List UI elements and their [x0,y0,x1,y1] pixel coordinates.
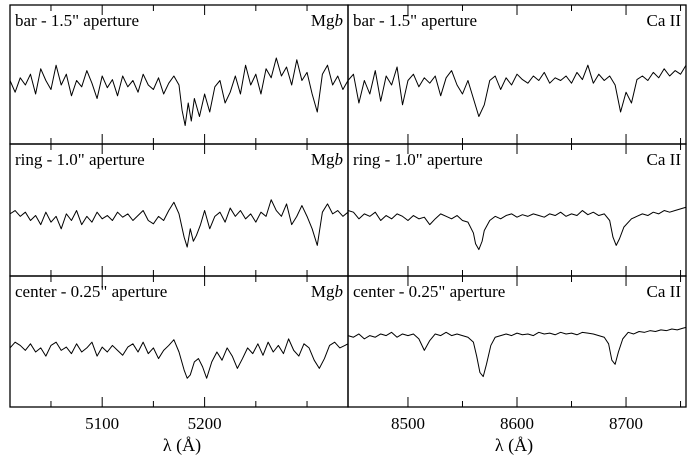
right-x-tick-label-0: 8500 [391,414,425,433]
feature-suffix: b [335,282,344,301]
feature-label-bar-ca2: Ca II [647,11,682,30]
feature-label-ring-ca2: Ca II [647,150,682,169]
spectrum-line-center-mgb [9,338,349,379]
panel-label-bar-ca2: bar - 1.5" aperture [353,11,477,30]
x-axis-group: 5100 5200 8500 8600 8700 λ (Å) λ (Å) [85,414,643,455]
spectrum-line-ring-mgb [9,199,349,248]
feature-suffix: b [335,11,344,30]
spectrum-line-ring-ca2 [347,206,687,251]
feature-label-center-mgb: Mgb [311,282,343,301]
left-x-tick-label-1: 5200 [188,414,222,433]
right-x-axis-label: λ (Å) [495,435,533,455]
feature-label-bar-mgb: Mgb [311,11,343,30]
panel-label-center-mgb: center - 0.25" aperture [15,282,167,301]
panel-label-center-ca2: center - 0.25" aperture [353,282,505,301]
panel-label-ring-ca2: ring - 1.0" aperture [353,150,483,169]
feature-name: Mg [311,11,335,30]
spectrum-line-center-ca2 [347,326,687,378]
feature-name: Mg [311,150,335,169]
spectrum-line-bar-mgb [9,57,349,126]
feature-label-center-ca2: Ca II [647,282,682,301]
left-x-axis-label: λ (Å) [163,435,201,455]
feature-name: Mg [311,282,335,301]
feature-label-ring-mgb: Mgb [311,150,343,169]
panel-label-bar-mgb: bar - 1.5" aperture [15,11,139,30]
spectrum-line-bar-ca2 [347,64,687,117]
right-x-tick-label-1: 8600 [500,414,534,433]
panel-grid: bar - 1.5" aperture Mgb bar - 1.5" apertur… [9,4,687,408]
left-x-tick-label-0: 5100 [85,414,119,433]
right-x-tick-label-2: 8700 [609,414,643,433]
feature-suffix: b [335,150,344,169]
panel-label-ring-mgb: ring - 1.0" aperture [15,150,145,169]
